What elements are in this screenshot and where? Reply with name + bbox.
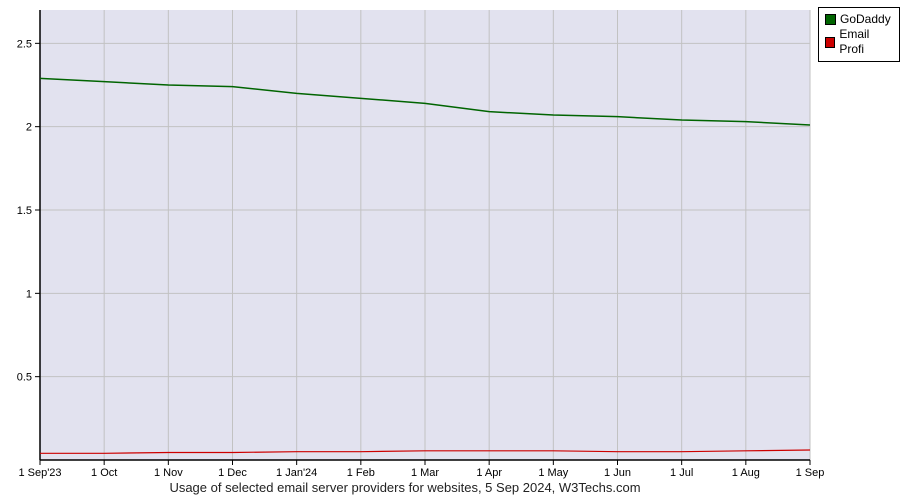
legend-swatch <box>825 14 836 25</box>
x-tick-label: 1 Jul <box>670 467 693 479</box>
legend-item: GoDaddy <box>825 12 893 27</box>
legend: GoDaddyEmail Profi <box>818 7 900 62</box>
x-tick-label: 1 Oct <box>91 467 117 479</box>
legend-swatch <box>825 37 835 48</box>
chart-container: 0.5 1 1.5 2 2.5 1 Sep'23 1 Oct 1 Nov 1 Dec 1 Jan'… <box>0 0 900 500</box>
x-tick-label: 1 Nov <box>154 467 183 479</box>
y-tick-label: 0.5 <box>17 372 32 384</box>
x-tick-label: 1 Feb <box>347 467 375 479</box>
x-tick-label: 1 Jun <box>604 467 631 479</box>
y-tick-label: 2.5 <box>17 38 32 50</box>
x-tick-label: 1 Sep <box>796 467 825 479</box>
line-chart: 0.5 1 1.5 2 2.5 1 Sep'23 1 Oct 1 Nov 1 Dec 1 Jan'… <box>0 0 900 500</box>
y-tick-label: 2 <box>26 122 32 134</box>
x-tick-label: 1 Jan'24 <box>276 467 317 479</box>
x-tick-label: 1 Apr <box>476 467 502 479</box>
x-tick-label: 1 Mar <box>411 467 439 479</box>
x-tick-label: 1 Dec <box>218 467 247 479</box>
x-tick-label: 1 May <box>538 467 568 479</box>
legend-label: GoDaddy <box>840 12 891 27</box>
x-tick-label: 1 Sep'23 <box>18 467 61 479</box>
legend-item: Email Profi <box>825 27 893 57</box>
x-tick-label: 1 Aug <box>732 467 760 479</box>
chart-caption: Usage of selected email server providers… <box>0 480 810 495</box>
y-tick-label: 1.5 <box>17 205 32 217</box>
legend-label: Email Profi <box>839 27 893 57</box>
y-tick-label: 1 <box>26 288 32 300</box>
